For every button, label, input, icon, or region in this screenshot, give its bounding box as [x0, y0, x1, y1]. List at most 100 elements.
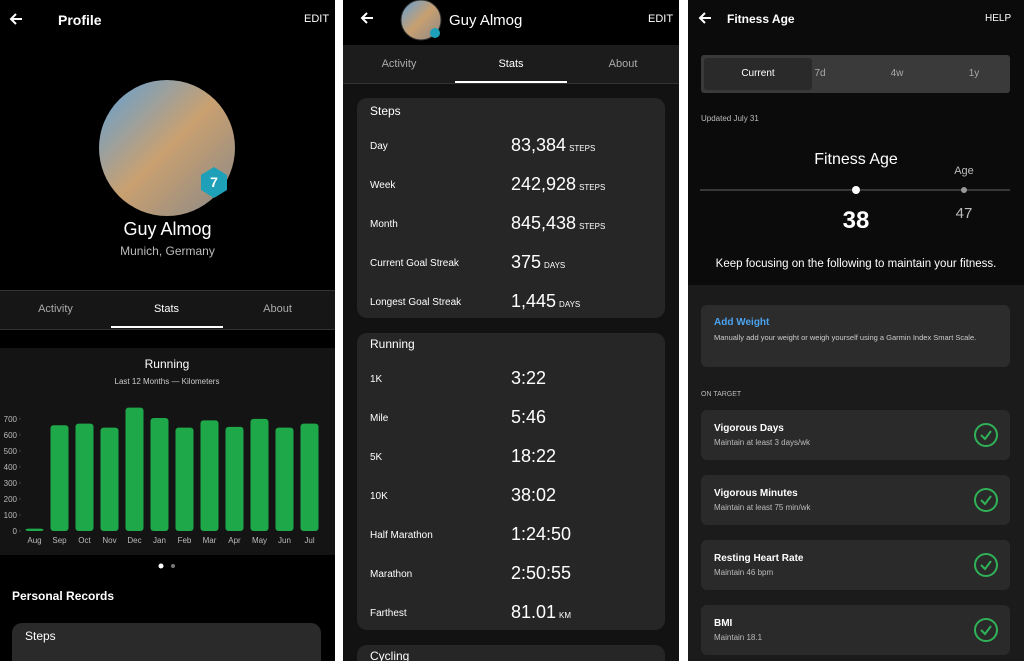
tab-bar [343, 45, 679, 84]
value-number: 242,928 [511, 174, 577, 194]
row-label: Mile [370, 413, 389, 424]
bar [125, 407, 144, 531]
screen-title: Profile [58, 12, 102, 28]
row-value: 5:46 [511, 407, 546, 428]
tab-indicator [455, 81, 567, 83]
period-tab[interactable]: Current [741, 68, 775, 79]
value-number: 83,384 [511, 135, 567, 155]
bar [300, 423, 319, 531]
back-icon[interactable] [360, 12, 373, 24]
bar [150, 418, 169, 531]
row-value: 375 DAYS [511, 252, 565, 273]
check-icon [974, 618, 998, 642]
age-slider [700, 186, 1010, 194]
tab[interactable]: Activity [381, 58, 417, 70]
add-weight-card[interactable] [701, 305, 1010, 367]
segment-selected [704, 58, 812, 90]
x-tick-label: Jun [278, 536, 291, 545]
edit-button[interactable]: EDIT [648, 13, 674, 25]
y-tick-label: 500 [4, 447, 18, 456]
tab[interactable]: Stats [153, 303, 180, 315]
card-text: Manually add your weight or weigh yourse… [714, 333, 977, 342]
updated-text: Updated July 31 [701, 114, 759, 123]
x-tick-label: Jan [153, 536, 166, 545]
x-tick-label: Feb [178, 536, 192, 545]
age-label: Age [954, 165, 974, 177]
x-tick-label: Nov [102, 536, 116, 545]
header-graphics [698, 12, 711, 24]
fitness-heading: Fitness Age [814, 151, 898, 168]
row-value: 18:22 [511, 446, 556, 467]
row-label: 1K [370, 374, 383, 385]
bar [25, 528, 44, 531]
row-value: 38:02 [511, 485, 556, 506]
tab[interactable]: About [608, 58, 638, 70]
value-number: 18:22 [511, 446, 557, 466]
period-tab[interactable]: 4w [890, 68, 904, 79]
card-title: Add Weight [714, 317, 770, 328]
tab-indicator [111, 326, 223, 328]
target-text: Maintain at least 75 min/wk [714, 503, 811, 512]
target-title: Resting Heart Rate [714, 553, 804, 564]
edit-button[interactable]: EDIT [304, 13, 330, 25]
row-label: Farthest [370, 608, 407, 619]
row-label: 10K [370, 491, 388, 502]
bar [250, 418, 269, 531]
user-name: Guy Almog [123, 219, 212, 239]
period-tab[interactable]: 1y [968, 68, 980, 79]
pager [158, 563, 175, 569]
help-button[interactable]: HELP [985, 13, 1012, 24]
target-title: Vigorous Minutes [714, 488, 798, 499]
running-card [357, 333, 665, 630]
target-card [701, 540, 1010, 590]
tab[interactable]: Activity [38, 303, 73, 315]
row-value: 81.01 KM [511, 602, 571, 623]
target-text: Maintain at least 3 days/wk [714, 438, 811, 447]
bar [75, 423, 94, 531]
age-value: 47 [955, 205, 973, 222]
target-title: BMI [714, 618, 733, 629]
bar [225, 426, 244, 531]
y-tick-label: 700 [4, 415, 18, 424]
row-value: 1,445 DAYS [511, 291, 580, 312]
row-value: 83,384 STEPS [511, 135, 595, 156]
value-number: 2:50:55 [511, 563, 572, 583]
tab[interactable]: Stats [498, 58, 524, 70]
screen-title: Guy Almog [449, 12, 523, 29]
section-title: ON TARGET [701, 391, 742, 398]
value-unit: KM [559, 611, 572, 620]
value-number: 3:22 [511, 368, 547, 388]
row-value: 3:22 [511, 368, 546, 389]
profile-screen: Running Last 12 Months — Kilometers 0 100 20… [0, 0, 335, 661]
bar [100, 427, 119, 531]
cycling-card [357, 645, 665, 661]
value-number: 38:02 [511, 485, 557, 505]
back-icon[interactable] [698, 12, 711, 24]
user-location: Munich, Germany [120, 244, 215, 258]
check-icon [974, 553, 998, 577]
target-card [701, 410, 1010, 460]
card [12, 623, 321, 661]
section-title: Personal Records [12, 589, 115, 603]
row-value: 845,438 STEPS [511, 213, 605, 234]
row-label: Half Marathon [370, 530, 433, 541]
x-tick-label: Dec [127, 536, 141, 545]
row-label: Month [370, 219, 398, 230]
chart: Running Last 12 Months — Kilometers 0 100 20… [0, 348, 335, 555]
y-tick-label: 400 [4, 463, 18, 472]
header-graphics [360, 0, 442, 41]
tab[interactable]: About [263, 303, 292, 315]
row-label: 5K [370, 452, 383, 463]
period-tab[interactable]: 7d [814, 68, 826, 79]
value-number: 845,438 [511, 213, 577, 233]
back-icon[interactable] [9, 13, 22, 25]
screen-title: Fitness Age [727, 12, 795, 26]
row-label: Marathon [370, 569, 413, 580]
steps-card [357, 98, 665, 318]
target-text: Maintain 18.1 [714, 633, 763, 642]
value-unit: DAYS [544, 261, 566, 270]
value-unit: STEPS [579, 222, 606, 231]
message: Keep focusing on the following to mainta… [715, 258, 997, 270]
value-unit: STEPS [569, 144, 596, 153]
check-icon [974, 488, 998, 512]
